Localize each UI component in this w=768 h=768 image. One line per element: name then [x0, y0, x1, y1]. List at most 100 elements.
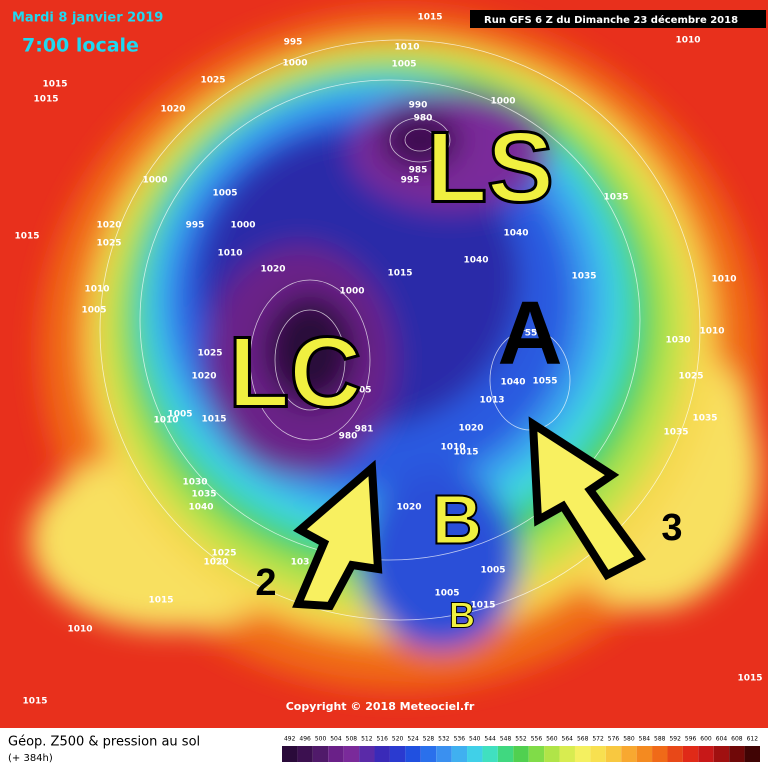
isobar-label: 1010: [711, 275, 736, 285]
isobar-label: 1015: [737, 674, 762, 684]
isobar-label: 1040: [503, 229, 528, 239]
isobar-label: 1025: [211, 549, 236, 559]
isobar-label: 1015: [33, 95, 58, 105]
scale-swatch: [590, 746, 606, 762]
isobar-label: 1010: [440, 443, 465, 453]
isobar-label: 1025: [197, 349, 222, 359]
isobar-label: 1055: [532, 377, 557, 387]
isobar-label: 1020: [96, 221, 121, 231]
arrow-3: [528, 416, 647, 581]
scale-label: 500: [315, 736, 327, 743]
scale-label: 580: [623, 736, 635, 743]
isobar-label: 1010: [84, 285, 109, 295]
isobar-label: 1010: [217, 249, 242, 259]
scale-label: 556: [531, 736, 543, 743]
isobar-label: 1000: [230, 221, 255, 231]
scale-swatch: [451, 746, 468, 762]
scale-label: 596: [685, 736, 697, 743]
isobar-label: 1025: [96, 239, 121, 249]
scale-label: 512: [361, 736, 373, 743]
scale-swatch: [343, 746, 360, 762]
isobar-label: 1000: [339, 287, 364, 297]
isobar-label: 1020: [191, 372, 216, 382]
scale-swatch: [652, 746, 668, 762]
scale-label: 492: [284, 736, 296, 743]
z500-field: [0, 0, 768, 728]
scale-label: 560: [546, 736, 558, 743]
scale-swatch: [744, 746, 760, 762]
scale-label: 520: [392, 736, 404, 743]
scale-swatch: [328, 746, 344, 762]
scale-swatch: [667, 746, 683, 762]
isobar-label: 1010: [67, 625, 92, 635]
isobar-label: 1005: [346, 386, 371, 396]
isobar-label: 1035: [571, 272, 596, 282]
isobar-label: 1035: [692, 414, 717, 424]
isobar-label: 1020: [260, 265, 285, 275]
isobar-label: 1030: [665, 336, 690, 346]
isobar-label: 1000: [142, 176, 167, 186]
annotation: B: [449, 595, 475, 636]
isobar-label: 1015: [470, 601, 495, 611]
scale-swatch: [698, 746, 714, 762]
scale-swatch: [420, 746, 437, 762]
isobar-label: 1000: [490, 97, 515, 107]
scale-label: 584: [639, 736, 651, 743]
scale-swatch: [574, 746, 591, 762]
scale-swatch: [713, 746, 730, 762]
scale-label: 608: [731, 736, 743, 743]
date-label: Mardi 8 janvier 2019: [12, 11, 163, 26]
isobar-label: 1035: [663, 428, 688, 438]
isobar-label: 1020: [458, 424, 483, 434]
isobar-label: 1005: [480, 566, 505, 576]
isobar-label: 55: [525, 329, 538, 339]
scale-swatch: [405, 746, 421, 762]
isobar-label: 1015: [14, 232, 39, 242]
scale-label: 588: [654, 736, 666, 743]
footer-lead: (+ 384h): [8, 753, 53, 764]
isobar-label: 1020: [396, 503, 421, 513]
color-scale: 492 496 500 504 508 512 516 520 524 528 532 536 540 5…: [282, 736, 760, 762]
isobar-label: 1030: [182, 478, 207, 488]
isobar-label: 1005: [81, 306, 106, 316]
scale-label: 552: [515, 736, 527, 743]
annotation: A: [498, 284, 563, 384]
isobar-label: 1010: [675, 36, 700, 46]
isobar-label: 1010: [394, 43, 419, 53]
scale-swatch: [682, 746, 699, 762]
scale-swatch: [312, 746, 329, 762]
isobar-label: 1005: [212, 189, 237, 199]
arrow-2: [292, 459, 383, 611]
annotation: B: [432, 480, 483, 558]
run-label: Run GFS 6 Z du Dimanche 23 décembre 2018: [484, 14, 738, 26]
scale-label: 508: [346, 736, 358, 743]
scale-label: 516: [376, 736, 388, 743]
isobar-label: 1015: [148, 596, 173, 606]
isobar-label: 1035: [603, 193, 628, 203]
isobar-label: 995: [186, 221, 205, 231]
isobar-label: 1035: [191, 490, 216, 500]
annotation: LC: [228, 316, 361, 428]
annotation: 3: [661, 507, 682, 549]
scale-swatch: [528, 746, 545, 762]
isobar-label: 1015: [201, 415, 226, 425]
scale-label: 496: [299, 736, 311, 743]
scale-swatch: [559, 746, 575, 762]
isobar-label: 1010: [699, 327, 724, 337]
scale-swatch: [282, 746, 298, 762]
isobar-label: 995: [401, 176, 420, 186]
isobar-label: 1005: [434, 589, 459, 599]
isobar-label: 1040: [500, 378, 525, 388]
isobar-label: 1010: [153, 416, 178, 426]
isobar-label: 990: [409, 101, 428, 111]
scale-label: 600: [700, 736, 712, 743]
annotation: 2: [255, 562, 276, 604]
scale-label: 524: [407, 736, 419, 743]
scale-swatch: [497, 746, 514, 762]
scale-label: 536: [454, 736, 466, 743]
isobar-label: 1005: [167, 410, 192, 420]
annotations: LS LC A BB 2 3: [227, 110, 683, 636]
isobar-label: 995: [284, 38, 303, 48]
isobar-label: 1025: [200, 76, 225, 86]
scale-swatch: [297, 746, 313, 762]
